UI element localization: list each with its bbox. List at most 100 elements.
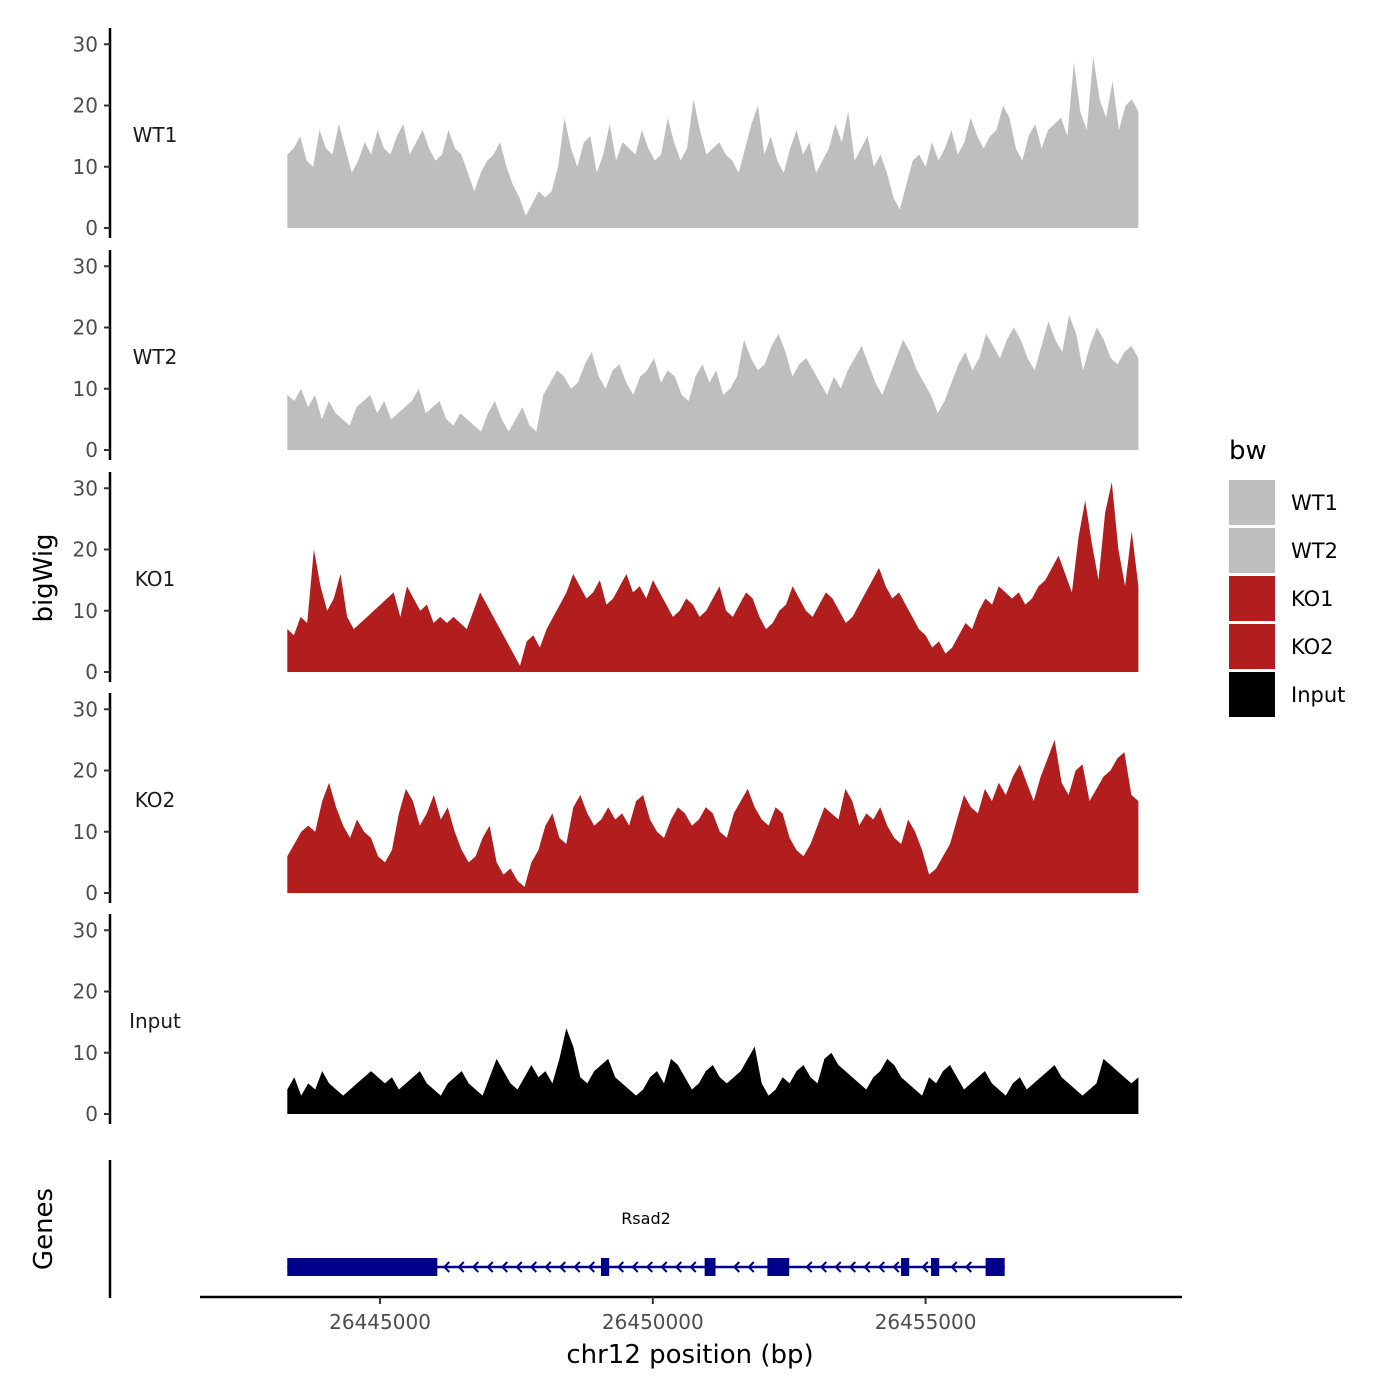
- signal-area-input: [287, 1028, 1139, 1114]
- gene-exon: [287, 1258, 438, 1276]
- gene-exon: [985, 1258, 1005, 1276]
- gene-exon: [931, 1258, 940, 1276]
- strand-arrow: [834, 1261, 842, 1273]
- gene-rsad2: Rsad2: [287, 1209, 1005, 1276]
- strand-arrow: [573, 1261, 581, 1273]
- strand-arrow: [660, 1261, 668, 1273]
- legend-swatch: [1229, 672, 1275, 717]
- y-tick-label: 30: [73, 697, 98, 721]
- strand-arrow: [921, 1261, 929, 1273]
- signal-area-ko1: [287, 482, 1139, 672]
- track-label: KO2: [135, 788, 176, 812]
- y-tick-label: 10: [73, 820, 98, 844]
- track-wt1: 0 10 20 30 WT1: [73, 28, 1139, 240]
- track-label: WT2: [133, 345, 178, 369]
- track-input: 0 10 20 30 Input: [73, 914, 1139, 1126]
- legend-label: KO2: [1291, 635, 1334, 659]
- strand-arrow: [471, 1261, 479, 1273]
- x-axis: 26445000 26450000 26455000: [200, 1295, 1182, 1334]
- legend-label: WT1: [1291, 491, 1338, 515]
- gene-exon: [704, 1258, 716, 1276]
- strand-arrow: [587, 1261, 595, 1273]
- strand-arrow: [558, 1261, 566, 1273]
- legend-item-ko2: KO2: [1229, 624, 1334, 669]
- strand-arrow: [964, 1261, 972, 1273]
- strand-arrow: [515, 1261, 523, 1273]
- strand-arrow: [732, 1261, 740, 1273]
- strand-arrow: [442, 1261, 450, 1273]
- track-ko1: 0 10 20 30 KO1: [73, 472, 1139, 684]
- y-tick-label: 0: [85, 660, 98, 684]
- y-tick-label: 30: [73, 32, 98, 56]
- legend-swatch: [1229, 480, 1275, 525]
- y-tick-label: 10: [73, 1041, 98, 1065]
- strand-arrow: [544, 1261, 552, 1273]
- gene-exon: [600, 1258, 610, 1276]
- track-label: Input: [129, 1009, 181, 1033]
- strand-arrow: [616, 1261, 624, 1273]
- legend-swatch: [1229, 576, 1275, 621]
- strand-arrow: [892, 1261, 900, 1273]
- track-wt2: 0 10 20 30 WT2: [73, 250, 1139, 462]
- legend-item-wt1: WT1: [1229, 480, 1338, 525]
- strand-arrow: [529, 1261, 537, 1273]
- x-tick-label: 26450000: [602, 1310, 704, 1334]
- y-tick-label: 30: [73, 918, 98, 942]
- signal-area-ko2: [287, 739, 1139, 893]
- strand-arrow: [500, 1261, 508, 1273]
- gene-name-label: Rsad2: [621, 1209, 671, 1228]
- y-tick-label: 10: [73, 377, 98, 401]
- x-tick-label: 26445000: [329, 1310, 431, 1334]
- strand-arrow: [950, 1261, 958, 1273]
- y-tick-label: 0: [85, 1102, 98, 1126]
- gene-exon: [901, 1258, 910, 1276]
- strand-arrow: [863, 1261, 871, 1273]
- track-label: KO1: [135, 567, 176, 591]
- legend-title: bw: [1229, 436, 1267, 466]
- legend-item-ko1: KO1: [1229, 576, 1334, 621]
- legend: bw WT1 WT2 KO1 KO2 Input: [1229, 436, 1345, 717]
- y-tick-label: 20: [73, 538, 98, 562]
- legend-item-wt2: WT2: [1229, 528, 1338, 573]
- genes-axis-title: Genes: [29, 1188, 59, 1270]
- x-axis-title: chr12 position (bp): [566, 1340, 813, 1370]
- legend-item-input: Input: [1229, 672, 1345, 717]
- y-tick-label: 0: [85, 881, 98, 905]
- y-tick-label: 20: [73, 759, 98, 783]
- strand-arrow: [848, 1261, 856, 1273]
- genes-panel: Rsad2: [108, 1160, 1005, 1298]
- legend-label: Input: [1291, 683, 1345, 707]
- y-tick-label: 20: [73, 94, 98, 118]
- y-tick-label: 0: [85, 216, 98, 240]
- legend-label: KO1: [1291, 587, 1334, 611]
- signal-area-wt1: [287, 56, 1139, 228]
- strand-arrow: [819, 1261, 827, 1273]
- signal-area-wt2: [287, 315, 1139, 450]
- gene-exon: [767, 1258, 790, 1276]
- track-label: WT1: [133, 123, 178, 147]
- y-tick-label: 0: [85, 438, 98, 462]
- strand-arrow: [747, 1261, 755, 1273]
- legend-swatch: [1229, 624, 1275, 669]
- strand-arrow: [486, 1261, 494, 1273]
- y-tick-label: 20: [73, 980, 98, 1004]
- legend-swatch: [1229, 528, 1275, 573]
- legend-label: WT2: [1291, 539, 1338, 563]
- strand-arrow: [457, 1261, 465, 1273]
- strand-arrow: [645, 1261, 653, 1273]
- strand-arrow: [689, 1261, 697, 1273]
- y-tick-label: 20: [73, 316, 98, 340]
- y-tick-label: 30: [73, 476, 98, 500]
- y-axis-title: bigWig: [29, 533, 59, 622]
- strand-arrow: [631, 1261, 639, 1273]
- x-tick-label: 26455000: [875, 1310, 977, 1334]
- strand-arrow: [805, 1261, 813, 1273]
- strand-arrow: [877, 1261, 885, 1273]
- track-ko2: 0 10 20 30 KO2: [73, 693, 1139, 905]
- bigwig-tracks: 0 10 20 30 WT1 0 10 20 30 WT2 0 10 20 30 KO1 0 10 20 30 KO2…: [73, 28, 1139, 1126]
- y-tick-label: 10: [73, 599, 98, 623]
- y-tick-label: 10: [73, 155, 98, 179]
- strand-arrow: [674, 1261, 682, 1273]
- y-tick-label: 30: [73, 254, 98, 278]
